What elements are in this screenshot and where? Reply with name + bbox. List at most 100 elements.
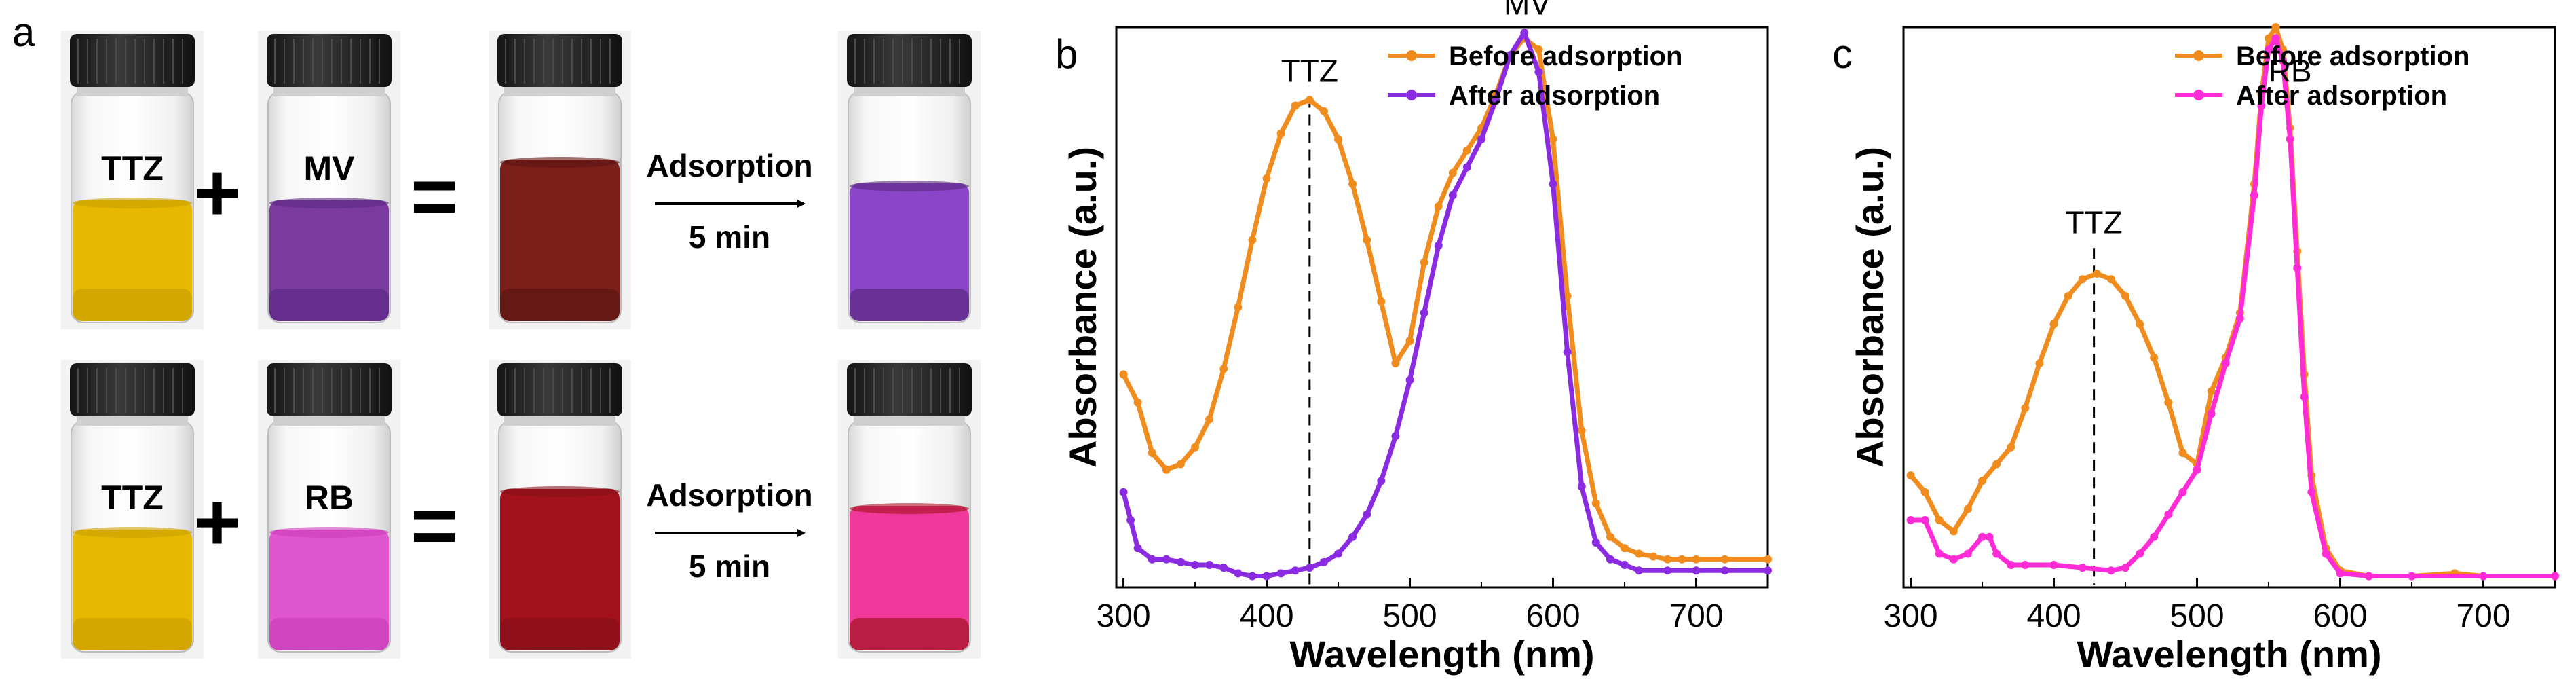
series-line — [1908, 24, 2558, 578]
data-point — [2207, 409, 2216, 418]
panel-b-letter: b — [1055, 31, 1078, 77]
x-tick-label: 700 — [2456, 598, 2510, 634]
x-tick-label: 700 — [1669, 598, 1723, 634]
data-point — [1949, 527, 1958, 536]
data-point — [2408, 572, 2417, 581]
vial — [838, 360, 981, 659]
data-point — [1985, 532, 1994, 541]
data-point — [1205, 561, 1214, 569]
vial-cap — [267, 34, 392, 87]
data-point — [1992, 460, 2001, 469]
vial-cap — [497, 363, 622, 416]
series-line — [1121, 36, 1770, 562]
data-point — [1391, 432, 1400, 441]
vial — [489, 360, 631, 659]
data-point — [2049, 320, 2058, 329]
data-point — [1219, 365, 1228, 373]
legend-marker — [2193, 50, 2204, 61]
data-point — [1334, 135, 1343, 143]
data-point — [1148, 555, 1156, 564]
data-point — [1191, 561, 1200, 569]
data-point — [1262, 174, 1271, 183]
vial-sediment — [269, 618, 389, 650]
plot-frame — [1115, 26, 1769, 589]
data-point — [1162, 555, 1171, 564]
data-point — [1563, 292, 1572, 300]
data-point — [2021, 404, 2030, 412]
data-point — [1549, 180, 1557, 188]
plus-sign: + — [193, 147, 241, 238]
vial-sediment — [73, 618, 192, 650]
equals-sign: = — [411, 151, 458, 242]
data-point — [1405, 337, 1414, 345]
data-point — [2106, 566, 2115, 575]
data-point — [2049, 561, 2058, 569]
data-point — [1162, 465, 1171, 474]
chart-b: b 300 400 500 600 700 Wavelength (nm) Absorban… — [1055, 0, 1772, 676]
liquid-meniscus — [73, 527, 192, 538]
data-point — [1391, 359, 1400, 367]
data-point — [1606, 532, 1614, 541]
data-point — [1420, 308, 1428, 317]
data-point — [1534, 45, 1543, 54]
data-point — [1678, 555, 1686, 564]
data-point — [1191, 443, 1200, 452]
vial — [838, 31, 981, 329]
data-point — [1692, 555, 1701, 564]
data-point — [2286, 135, 2294, 143]
legend-marker — [2193, 90, 2204, 100]
vial-cap — [70, 363, 195, 416]
data-point — [1248, 236, 1257, 244]
data-point — [1305, 96, 1314, 105]
data-point — [1119, 370, 1128, 379]
data-point — [1234, 569, 1243, 578]
arrow-label-time: 5 min — [689, 549, 770, 584]
data-point — [1377, 477, 1386, 485]
data-point — [2265, 34, 2273, 43]
arrow-label-adsorption: Adsorption — [646, 477, 812, 513]
data-point — [2293, 263, 2302, 272]
vial-cap — [267, 363, 392, 416]
data-point — [2551, 572, 2559, 581]
data-point — [1133, 398, 1142, 407]
data-point — [2136, 549, 2144, 558]
data-point — [1563, 348, 1572, 356]
vial-cap — [847, 34, 972, 87]
data-point — [1291, 101, 1300, 110]
data-point — [2136, 320, 2144, 329]
data-point — [1978, 477, 1987, 485]
plot-frame — [1902, 26, 2556, 589]
data-point — [2150, 353, 2159, 362]
data-point — [2322, 549, 2330, 558]
data-point — [1549, 135, 1557, 143]
data-point — [1663, 555, 1672, 564]
vial: MV — [258, 31, 400, 329]
x-tick-label: 600 — [1526, 598, 1580, 634]
legend-entry: Before adsorption — [1449, 41, 1682, 71]
vial-label: TTZ — [101, 149, 164, 187]
data-point — [2307, 488, 2316, 496]
data-point — [1462, 146, 1471, 155]
legend-entry: Before adsorption — [2236, 41, 2469, 71]
vial-sediment — [850, 289, 969, 321]
vial-liquid — [850, 506, 969, 650]
liquid-meniscus — [500, 157, 620, 168]
vial-sediment — [850, 618, 969, 650]
vial: RB — [258, 360, 400, 659]
data-point — [1935, 516, 1944, 524]
x-tick-label: 400 — [2026, 598, 2081, 634]
data-point — [1119, 488, 1128, 496]
data-point — [2300, 392, 2309, 401]
data-point — [2250, 191, 2258, 200]
data-point — [2106, 275, 2115, 284]
data-point — [1448, 168, 1457, 177]
data-point — [1219, 564, 1228, 572]
data-point — [1319, 557, 1328, 566]
liquid-meniscus — [850, 503, 969, 514]
data-point — [1520, 29, 1529, 37]
peak-label: TTZ — [2065, 204, 2122, 240]
x-tick-label: 400 — [1239, 598, 1293, 634]
data-point — [1591, 538, 1600, 547]
legend-marker — [1406, 50, 1417, 61]
